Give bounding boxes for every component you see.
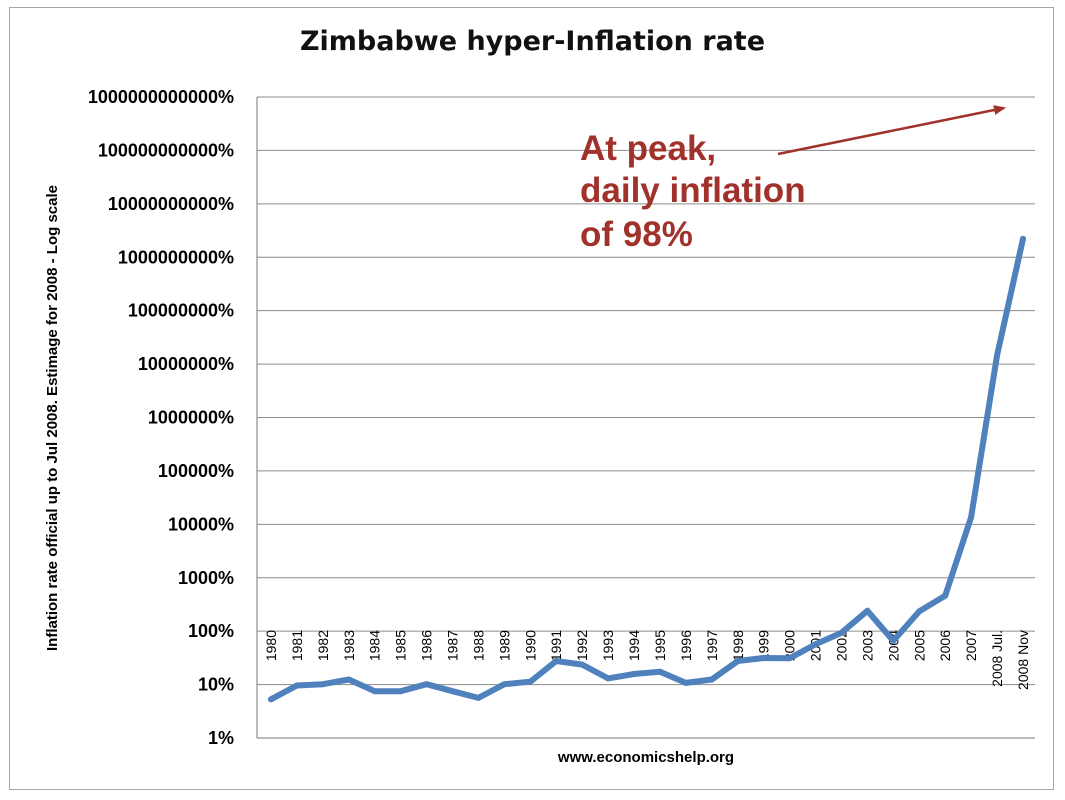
annotation-line-3: of 98% <box>580 215 693 254</box>
data-point <box>942 592 949 599</box>
data-point <box>475 694 482 701</box>
data-point <box>734 658 741 664</box>
x-tick-label: 1987 <box>445 630 461 661</box>
x-tick-label: 2008 Jul. <box>989 630 1005 687</box>
x-tick-label: 1984 <box>367 630 383 661</box>
x-tick-label: 1981 <box>289 630 305 661</box>
x-tick-label: 1995 <box>652 630 668 661</box>
chart-title: Zimbabwe hyper-Inflation rate <box>299 26 766 57</box>
y-tick-label: 1000% <box>178 568 234 588</box>
x-tick-label: 1988 <box>470 630 486 661</box>
chart-frame <box>9 7 1054 790</box>
data-point <box>682 679 689 686</box>
annotation: At peak, daily inflation of 98% <box>580 105 1006 254</box>
data-point <box>579 661 586 668</box>
x-tick-label: 2003 <box>859 630 875 661</box>
data-point <box>786 655 793 662</box>
x-tick-label: 2005 <box>911 630 927 661</box>
x-tick-labels: 1980 1981 1982 1983 1984 1985 1986 1987 1988 1989… <box>263 630 1031 690</box>
data-point <box>501 681 508 688</box>
data-point <box>605 675 612 682</box>
data-point <box>268 696 274 703</box>
data-point <box>838 629 845 636</box>
data-point <box>293 682 300 689</box>
data-point <box>812 641 819 648</box>
x-axis-label: www.economicshelp.org <box>557 749 734 766</box>
data-point <box>864 607 871 614</box>
data-point <box>449 688 456 695</box>
annotation-arrow <box>777 105 1006 156</box>
x-tick-label: 1999 <box>756 630 772 661</box>
series-line <box>268 235 1026 703</box>
x-tick-label: 1989 <box>496 630 512 661</box>
x-tick-label: 1994 <box>626 630 642 661</box>
x-tick-label: 1983 <box>341 630 357 661</box>
data-point <box>890 637 897 644</box>
y-tick-label: 1000000000000% <box>88 87 234 107</box>
y-tick-label: 10000000% <box>138 354 234 374</box>
data-point <box>397 688 404 695</box>
x-tick-label: 1992 <box>574 630 590 661</box>
data-point <box>968 514 975 521</box>
y-tick-label: 100000000000% <box>98 140 234 160</box>
x-tick-label: 1997 <box>704 630 720 661</box>
data-point <box>371 688 378 695</box>
x-tick-label: 2008 Nov <box>1015 630 1031 690</box>
y-tick-label: 100000% <box>158 461 234 481</box>
annotation-line-2: daily inflation <box>580 171 806 210</box>
x-tick-label: 1991 <box>548 630 564 661</box>
x-tick-label: 1980 <box>263 630 279 661</box>
data-point <box>319 681 326 688</box>
data-point <box>1020 235 1026 242</box>
y-tick-label: 10000% <box>168 514 234 534</box>
axes <box>256 97 1035 739</box>
data-point <box>708 676 715 683</box>
y-tick-label: 10% <box>198 675 234 695</box>
y-tick-label: 1000000000% <box>118 247 234 267</box>
x-tick-label: 1998 <box>730 630 746 661</box>
x-tick-label: 1985 <box>393 630 409 661</box>
x-tick-label: 1986 <box>419 630 435 661</box>
y-tick-label: 100000000% <box>128 301 234 321</box>
data-point <box>760 655 767 661</box>
x-tick-label: 2006 <box>937 630 953 661</box>
x-tick-label: 1993 <box>600 630 616 661</box>
y-tick-label: 10000000000% <box>108 194 234 214</box>
data-point <box>345 676 352 683</box>
annotation-line-1: At peak, <box>580 129 716 168</box>
y-tick-label: 1000000% <box>148 408 234 428</box>
y-tick-label: 100% <box>188 621 234 641</box>
x-tick-label: 1982 <box>315 630 331 661</box>
x-tick-label: 1990 <box>522 630 538 661</box>
data-point <box>631 671 637 677</box>
y-tick-labels: 1% 10% 100% 1000% 10000% 100000% 1000000% 10000… <box>88 87 234 748</box>
y-axis-label: Inflation rate official up to Jul 2008. … <box>44 185 61 651</box>
data-point <box>423 681 430 688</box>
data-point <box>553 658 560 664</box>
grid-lines <box>257 96 1035 686</box>
x-tick-label: 2007 <box>963 630 979 661</box>
series-layer <box>268 235 1026 703</box>
data-point <box>657 668 663 675</box>
data-point <box>527 678 534 685</box>
data-point <box>916 608 923 615</box>
y-tick-label: 1% <box>208 728 234 748</box>
x-tick-label: 1996 <box>678 630 694 661</box>
data-point <box>994 352 1001 359</box>
